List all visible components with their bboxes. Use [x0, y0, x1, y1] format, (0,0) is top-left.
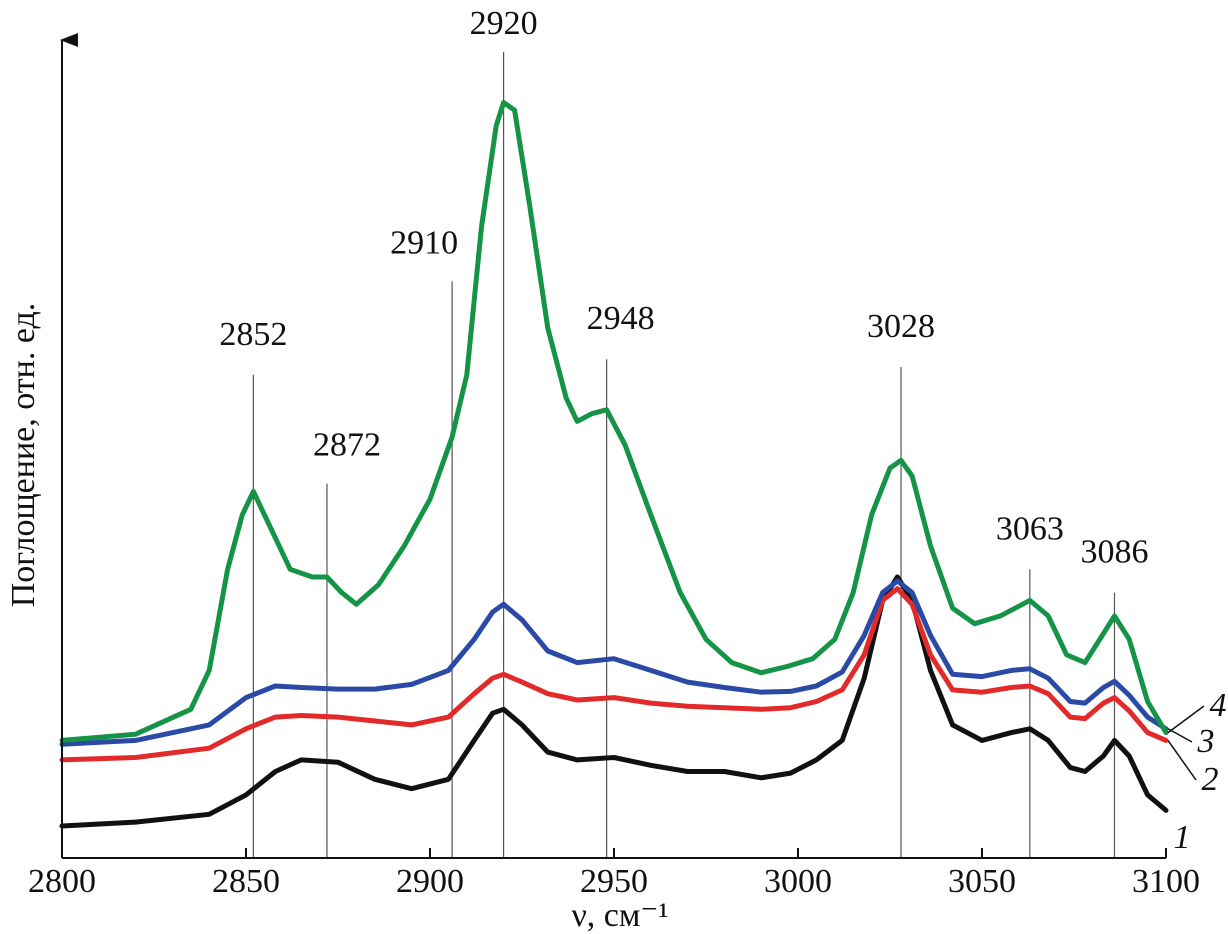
peak-labels: 2852 2872 2910 2920 2948 3028 3063 3086	[219, 5, 1148, 571]
peak-label: 2920	[470, 5, 538, 42]
peak-label: 2852	[219, 316, 287, 353]
y-axis-title: Поглощение, отн. ед.	[5, 303, 42, 608]
series-line-1	[59, 574, 1169, 829]
x-axis-ticks: 2800 2850 2900 2950 3000 3050 3100	[28, 848, 1200, 900]
peak-label: 2872	[313, 427, 381, 464]
series-line-4	[59, 100, 1169, 743]
peak-label: 3086	[1080, 534, 1148, 571]
x-tick-label: 2800	[28, 863, 96, 900]
x-tick-label: 2900	[396, 863, 464, 900]
x-tick-label: 3050	[948, 863, 1016, 900]
curve-label-3: 3	[1197, 723, 1215, 760]
peak-label: 3028	[867, 308, 935, 345]
curve-label-2: 2	[1202, 761, 1219, 798]
curve-label-4: 4	[1210, 687, 1227, 724]
x-tick-label: 3000	[764, 863, 832, 900]
peak-label: 2910	[390, 224, 458, 261]
curve-leader-2	[1167, 739, 1197, 781]
curve-leader-4	[1167, 705, 1205, 734]
x-tick-label: 3100	[1132, 863, 1200, 900]
peak-marker-lines	[252, 51, 1116, 858]
series-group	[59, 100, 1169, 829]
curve-leader-3	[1167, 728, 1193, 743]
peak-label: 3063	[996, 510, 1064, 547]
x-tick-label: 2950	[580, 863, 648, 900]
peak-label: 2948	[587, 300, 655, 337]
series-line-2	[59, 586, 1169, 763]
x-axis-title: ν, см⁻¹	[571, 897, 668, 934]
curve-label-1: 1	[1174, 819, 1191, 856]
series-line-3	[59, 578, 1169, 747]
x-tick-label: 2850	[212, 863, 280, 900]
